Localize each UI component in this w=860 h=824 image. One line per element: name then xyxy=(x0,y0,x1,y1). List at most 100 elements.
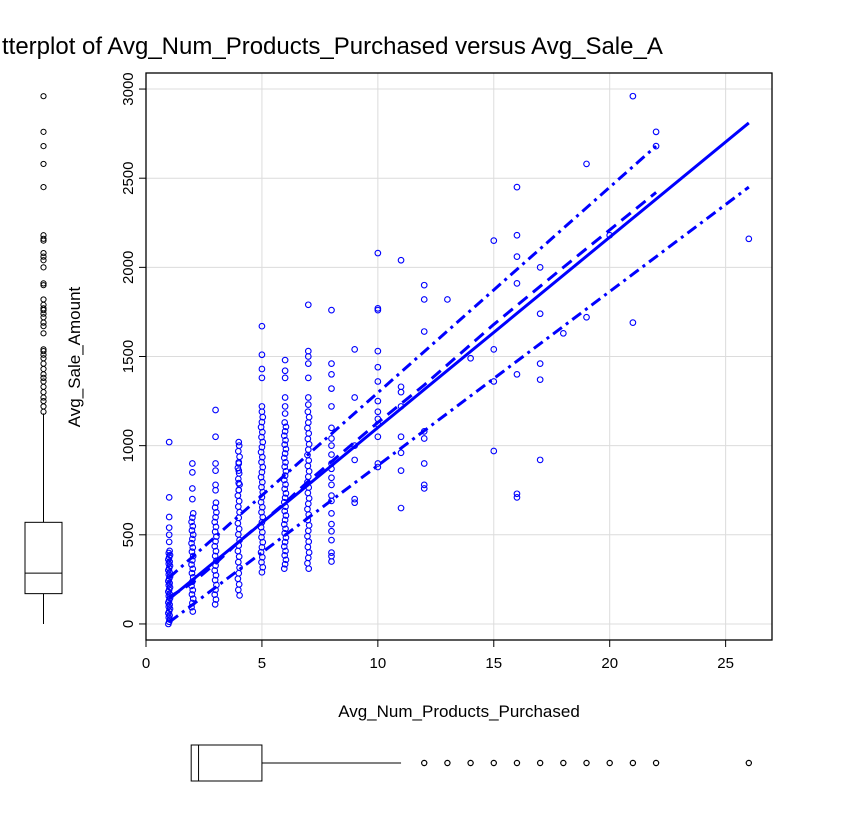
data-point xyxy=(304,408,312,416)
data-point xyxy=(606,231,614,239)
y-box-outlier xyxy=(40,360,47,367)
data-point xyxy=(280,498,288,506)
data-point xyxy=(374,397,382,405)
y-box-outlier xyxy=(40,143,47,150)
data-point xyxy=(281,494,289,502)
data-point xyxy=(328,435,335,442)
data-point xyxy=(211,528,219,536)
data-point xyxy=(189,531,197,539)
data-point xyxy=(513,280,521,287)
data-point xyxy=(188,591,196,598)
y-box-outlier xyxy=(40,305,47,312)
data-point xyxy=(397,433,405,441)
data-point xyxy=(188,539,195,547)
data-point xyxy=(281,560,289,568)
data-points xyxy=(165,92,753,628)
data-point xyxy=(281,485,289,493)
data-point xyxy=(189,599,196,607)
data-point xyxy=(281,538,289,546)
data-point xyxy=(166,547,173,555)
data-point xyxy=(536,456,544,464)
data-point xyxy=(234,558,242,566)
y-box xyxy=(24,521,63,595)
data-point xyxy=(282,556,290,564)
data-point xyxy=(420,296,428,303)
x-box-outlier xyxy=(560,759,567,767)
data-point xyxy=(304,489,312,497)
y-box-outlier xyxy=(40,389,47,396)
data-point xyxy=(304,394,312,401)
data-point xyxy=(304,424,311,432)
data-point xyxy=(165,513,173,521)
data-point xyxy=(211,542,219,550)
data-point xyxy=(374,249,382,257)
data-point xyxy=(189,586,197,594)
data-point xyxy=(165,531,173,539)
fit-line xyxy=(168,121,750,601)
data-point xyxy=(328,403,335,410)
data-point xyxy=(304,473,312,481)
data-point xyxy=(234,503,242,511)
data-point xyxy=(281,410,289,417)
data-point xyxy=(513,253,521,261)
data-point xyxy=(189,522,197,530)
data-point xyxy=(420,428,428,435)
y-box-outlier xyxy=(40,346,47,353)
data-point xyxy=(189,485,196,492)
data-point xyxy=(188,561,195,568)
data-point xyxy=(212,467,219,474)
data-point xyxy=(304,401,312,408)
data-point xyxy=(305,538,313,545)
x-tick-label: 20 xyxy=(601,655,618,672)
data-point xyxy=(328,520,335,528)
data-point xyxy=(304,360,312,367)
data-point xyxy=(304,374,312,382)
data-point xyxy=(652,128,660,136)
data-point xyxy=(281,516,289,524)
y-box-outlier xyxy=(40,365,47,373)
data-point xyxy=(281,356,289,364)
data-point xyxy=(281,529,289,537)
x-box-outlier xyxy=(421,759,428,767)
data-point xyxy=(212,538,219,545)
y-axis-label: Avg_Sale_Amount xyxy=(65,286,84,427)
data-point xyxy=(189,544,197,551)
data-point xyxy=(235,479,243,487)
data-point xyxy=(420,485,428,492)
data-point xyxy=(513,183,521,191)
data-point xyxy=(281,374,289,382)
data-point xyxy=(397,383,405,391)
data-point xyxy=(374,463,382,471)
data-point xyxy=(235,580,243,588)
data-point xyxy=(189,495,196,503)
data-point xyxy=(305,494,313,502)
data-point xyxy=(374,460,382,467)
data-point xyxy=(652,142,660,150)
data-point xyxy=(189,565,197,573)
data-point xyxy=(212,460,219,467)
data-point xyxy=(328,424,335,432)
data-point xyxy=(374,433,382,441)
data-point xyxy=(374,420,382,428)
data-point xyxy=(328,442,335,450)
data-point xyxy=(235,460,243,467)
y-box-outlier xyxy=(40,184,47,191)
data-point xyxy=(490,346,498,353)
y-box-outlier xyxy=(40,314,47,321)
y-box-outlier xyxy=(40,235,47,242)
y-box-outlier xyxy=(40,160,47,168)
data-point xyxy=(305,430,313,437)
data-point xyxy=(281,472,289,479)
data-point xyxy=(189,552,197,560)
data-point xyxy=(212,499,220,507)
data-point xyxy=(235,467,243,474)
data-point xyxy=(235,438,243,446)
y-box-outlier xyxy=(40,257,47,264)
data-point xyxy=(188,603,195,611)
lower-band-line xyxy=(168,185,750,624)
data-point xyxy=(211,600,219,608)
data-point xyxy=(282,547,289,555)
x-tick-label: 15 xyxy=(485,655,502,672)
y-tick-label: 3000 xyxy=(120,72,137,105)
data-point xyxy=(211,576,219,584)
